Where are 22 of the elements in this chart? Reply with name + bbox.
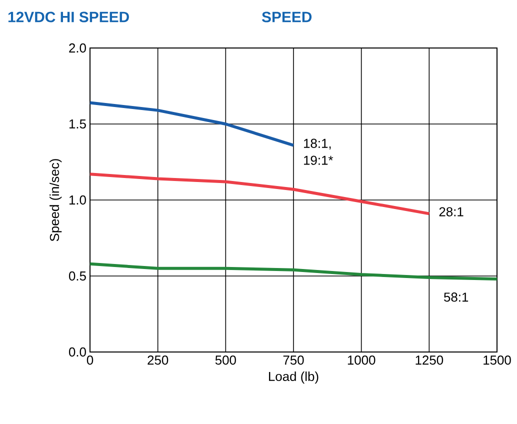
y-axis-title: Speed (in/sec) <box>50 159 62 242</box>
chart-subtitle: SPEED <box>262 12 312 22</box>
y-tick-label: 0.0 <box>68 347 86 357</box>
x-tick-label: 1250 <box>416 356 444 365</box>
y-tick-label: 1.0 <box>69 195 86 205</box>
x-tick-label: 250 <box>148 356 168 365</box>
x-tick-label: 500 <box>215 356 236 365</box>
x-tick-label: 0 <box>86 356 94 365</box>
line-series <box>88 172 431 216</box>
x-axis-title: Load (lb) <box>269 372 318 384</box>
series-label: 18:1, 19:1* <box>304 138 334 165</box>
series-label: 28:1 <box>439 207 464 216</box>
line-series <box>88 262 499 281</box>
series-label: 58:1 <box>444 292 468 302</box>
x-tick-label: 1000 <box>348 356 376 365</box>
chart-title: 12VDC HI SPEED <box>8 12 129 22</box>
y-tick-label: 1.5 <box>69 119 86 129</box>
y-tick-label: 2.0 <box>69 43 86 53</box>
x-tick-label: 1500 <box>484 356 511 365</box>
line-series <box>88 101 295 147</box>
y-tick-label: 0.5 <box>68 271 86 281</box>
x-tick-label: 750 <box>283 356 304 365</box>
